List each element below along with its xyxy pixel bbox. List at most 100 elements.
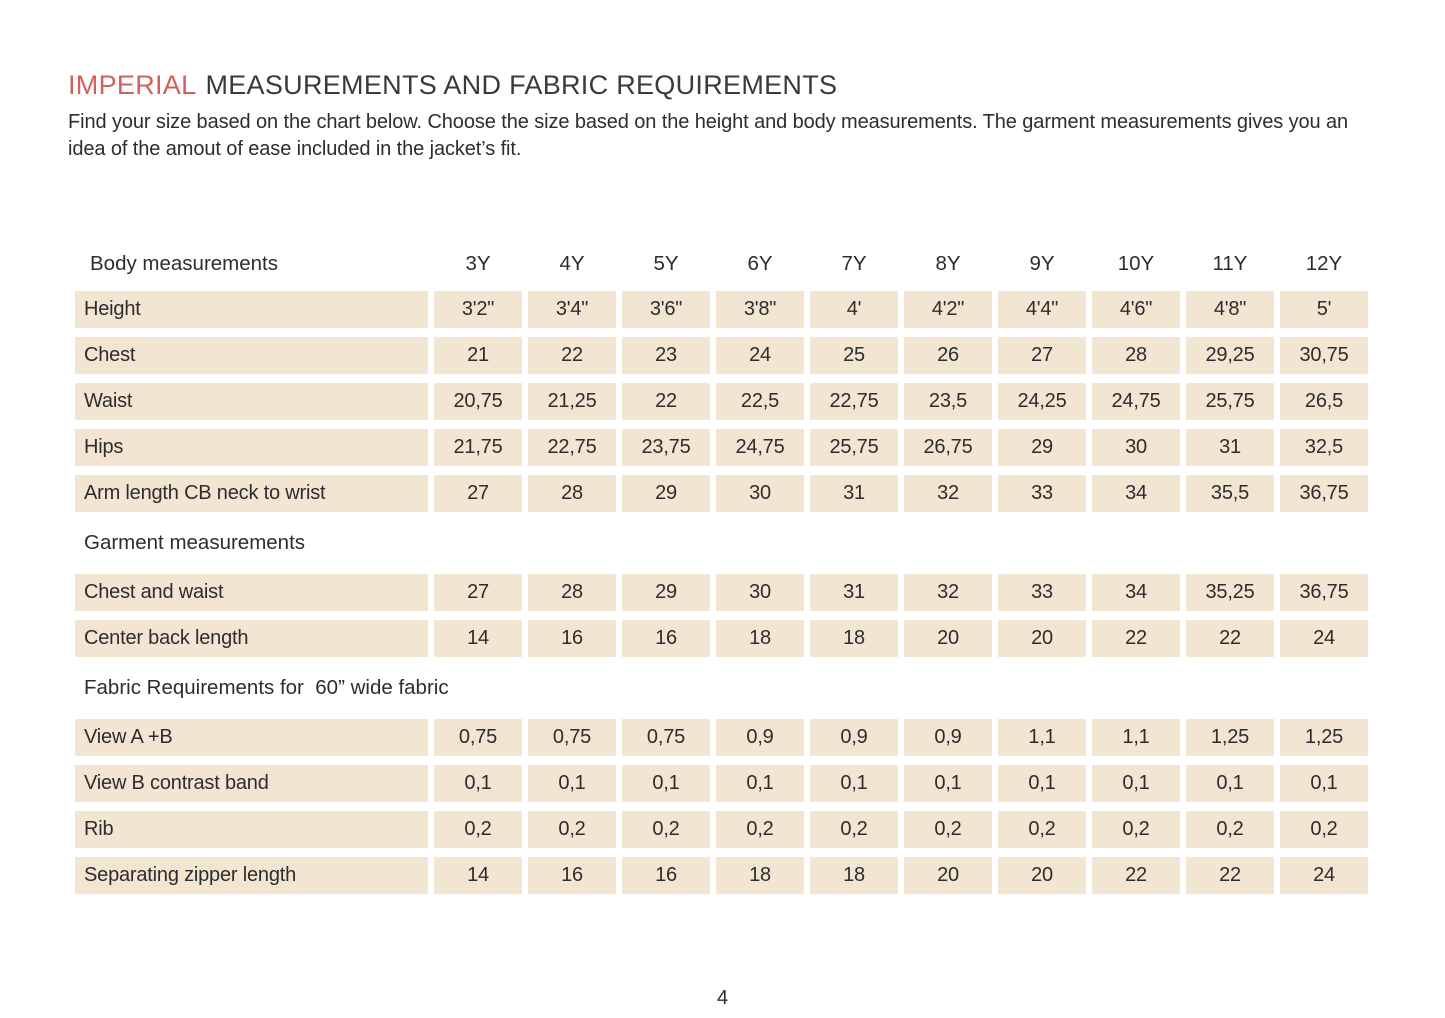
value-cell: 0,1: [1280, 765, 1368, 802]
column-header-7y: 7Y: [841, 251, 867, 275]
row-label-chest-and-waist: Chest and waist: [75, 574, 428, 611]
value-cell: 16: [622, 620, 710, 657]
value-cell: 22: [1186, 620, 1274, 657]
value-cell: 33: [998, 574, 1086, 611]
page-title-accent: IMPERIAL: [68, 70, 197, 100]
value-cell: 26: [904, 337, 992, 374]
value-cell: 24: [1280, 620, 1368, 657]
page-title: IMPERIAL MEASUREMENTS AND FABRIC REQUIREM…: [68, 70, 1377, 101]
value-cell: 23,75: [622, 429, 710, 466]
value-cell: 20: [998, 620, 1086, 657]
value-cell: 27: [998, 337, 1086, 374]
column-header-3y: 3Y: [465, 251, 491, 275]
row-label-rib: Rib: [75, 811, 428, 848]
value-cell: 14: [434, 857, 522, 894]
row-label-view-a-b: View A +B: [75, 719, 428, 756]
value-cell: 24,75: [1092, 383, 1180, 420]
value-cell: 0,2: [716, 811, 804, 848]
value-cell: 22: [1092, 857, 1180, 894]
row-label-separating-zipper-length: Separating zipper length: [75, 857, 428, 894]
intro-text: Find your size based on the chart below.…: [68, 111, 1349, 160]
row-label-hips: Hips: [75, 429, 428, 466]
value-cell: 32: [904, 475, 992, 512]
value-cell: 22,75: [810, 383, 898, 420]
page-number: 4: [716, 987, 729, 1009]
section-header-garment: Garment measurements: [84, 531, 306, 554]
value-cell: 1,25: [1186, 719, 1274, 756]
value-cell: 32: [904, 574, 992, 611]
column-header-10y: 10Y: [1117, 251, 1155, 275]
value-cell: 4'8": [1186, 291, 1274, 328]
value-cell: 36,75: [1280, 574, 1368, 611]
value-cell: 33: [998, 475, 1086, 512]
value-cell: 25: [810, 337, 898, 374]
column-header-11y: 11Y: [1212, 251, 1248, 275]
row-label-view-b-contrast-band: View B contrast band: [75, 765, 428, 802]
value-cell: 23,5: [904, 383, 992, 420]
value-cell: 0,2: [528, 811, 616, 848]
value-cell: 30: [716, 574, 804, 611]
value-cell: 0,2: [1280, 811, 1368, 848]
value-cell: 27: [434, 574, 522, 611]
value-cell: 29: [622, 475, 710, 512]
column-header-4y: 4Y: [559, 251, 585, 275]
value-cell: 0,1: [998, 765, 1086, 802]
value-cell: 3'4": [528, 291, 616, 328]
value-cell: 24,75: [716, 429, 804, 466]
value-cell: 24: [716, 337, 804, 374]
value-cell: 18: [716, 620, 804, 657]
value-cell: 29: [622, 574, 710, 611]
column-header-5y: 5Y: [653, 251, 679, 275]
value-cell: 0,9: [716, 719, 804, 756]
value-cell: 5': [1280, 291, 1368, 328]
value-cell: 26,75: [904, 429, 992, 466]
value-cell: 21,75: [434, 429, 522, 466]
row-label-height: Height: [75, 291, 428, 328]
value-cell: 31: [1186, 429, 1274, 466]
value-cell: 0,75: [434, 719, 522, 756]
value-cell: 16: [622, 857, 710, 894]
section-header-fabric: Fabric Requirements for 60” wide fabric: [84, 676, 449, 699]
value-cell: 30,75: [1280, 337, 1368, 374]
value-cell: 0,2: [810, 811, 898, 848]
page-content: IMPERIAL MEASUREMENTS AND FABRIC REQUIREM…: [68, 70, 1377, 894]
value-cell: 0,1: [716, 765, 804, 802]
value-cell: 0,1: [622, 765, 710, 802]
value-cell: 0,1: [528, 765, 616, 802]
value-cell: 4'2": [904, 291, 992, 328]
section-header-body-measurements: Body measurements: [90, 251, 279, 275]
value-cell: 29,25: [1186, 337, 1274, 374]
value-cell: 0,2: [904, 811, 992, 848]
value-cell: 24: [1280, 857, 1368, 894]
value-cell: 16: [528, 620, 616, 657]
value-cell: 16: [528, 857, 616, 894]
row-label-center-back-length: Center back length: [75, 620, 428, 657]
value-cell: 1,25: [1280, 719, 1368, 756]
value-cell: 25,75: [1186, 383, 1274, 420]
value-cell: 22: [528, 337, 616, 374]
value-cell: 0,9: [904, 719, 992, 756]
row-label-waist: Waist: [75, 383, 428, 420]
value-cell: 3'6": [622, 291, 710, 328]
value-cell: 26,5: [1280, 383, 1368, 420]
value-cell: 34: [1092, 475, 1180, 512]
value-cell: 23: [622, 337, 710, 374]
value-cell: 36,75: [1280, 475, 1368, 512]
value-cell: 22,5: [716, 383, 804, 420]
value-cell: 28: [528, 475, 616, 512]
value-cell: 20,75: [434, 383, 522, 420]
value-cell: 0,1: [1092, 765, 1180, 802]
row-label-chest: Chest: [75, 337, 428, 374]
value-cell: 4': [810, 291, 898, 328]
value-cell: 3'2": [434, 291, 522, 328]
value-cell: 0,2: [434, 811, 522, 848]
value-cell: 0,2: [622, 811, 710, 848]
column-header-8y: 8Y: [935, 251, 961, 275]
value-cell: 20: [904, 857, 992, 894]
value-cell: 24,25: [998, 383, 1086, 420]
value-cell: 31: [810, 574, 898, 611]
value-cell: 21,25: [528, 383, 616, 420]
value-cell: 0,1: [904, 765, 992, 802]
value-cell: 0,75: [622, 719, 710, 756]
